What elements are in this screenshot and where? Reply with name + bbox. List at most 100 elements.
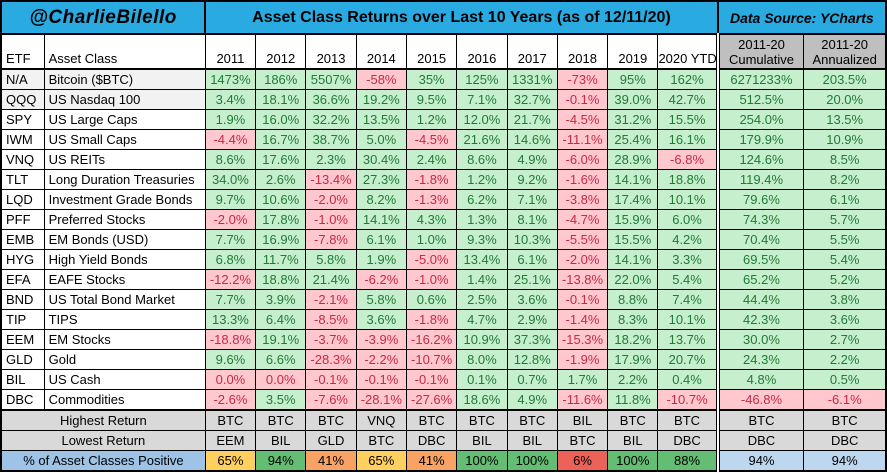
highest-return-cell: BTC bbox=[657, 409, 719, 431]
etf-cell: TIP bbox=[0, 309, 45, 330]
highest-row-label: Highest Return bbox=[0, 409, 206, 431]
return-cell: 25.1% bbox=[506, 269, 558, 290]
table-row: GLD Gold 9.6% 6.6% -28.3% -2.2% -10.7% 8.0% 12.8… bbox=[0, 349, 887, 370]
return-cell: -1.0% bbox=[405, 269, 458, 290]
highest-return-cell: BTC bbox=[715, 409, 805, 431]
asset-class-cell: Investment Grade Bonds bbox=[43, 189, 206, 210]
return-cell: 2.6% bbox=[255, 169, 307, 190]
return-cell: -10.7% bbox=[405, 349, 458, 370]
lowest-return-cell: BIL bbox=[607, 430, 659, 451]
table-row: LQD Investment Grade Bonds 9.7% 10.6% -2.0% 8… bbox=[0, 189, 887, 210]
highest-return-cell: BIL bbox=[556, 409, 609, 431]
summary-header-line: 2011-20 bbox=[738, 37, 785, 53]
return-cell: 37.3% bbox=[506, 329, 558, 350]
return-cell: 21.7% bbox=[506, 109, 558, 130]
summary-column-header: 2011-20 Annualized bbox=[803, 33, 887, 70]
etf-cell: VNQ bbox=[0, 149, 45, 170]
return-cell: -18.8% bbox=[204, 329, 257, 350]
return-cell: 162% bbox=[657, 68, 719, 90]
return-cell: 1.9% bbox=[204, 109, 257, 130]
return-cell: 5.8% bbox=[305, 249, 357, 270]
table-row: BND US Total Bond Market 7.7% 3.9% -2.1% 5.8%… bbox=[0, 289, 887, 310]
return-cell: -11.1% bbox=[556, 129, 609, 150]
return-cell: 6.8% bbox=[204, 249, 257, 270]
return-cell: -1.8% bbox=[405, 169, 458, 190]
etf-cell: EMB bbox=[0, 229, 45, 250]
table-row: EMB EM Bonds (USD) 7.7% 16.9% -7.8% 6.1% 1.0% 9… bbox=[0, 229, 887, 250]
return-cell: -16.2% bbox=[405, 329, 458, 350]
return-cell: -6.0% bbox=[556, 149, 609, 170]
etf-cell: GLD bbox=[0, 349, 45, 370]
asset-class-cell: Bitcoin ($BTC) bbox=[43, 68, 206, 90]
return-cell: 39.0% bbox=[607, 89, 659, 110]
return-cell: 7.7% bbox=[204, 289, 257, 310]
return-cell: 14.6% bbox=[506, 129, 558, 150]
return-cell: -1.0% bbox=[305, 209, 357, 230]
table-row: PFF Preferred Stocks -2.0% 17.8% -1.0% 14.1% 4… bbox=[0, 209, 887, 230]
positive-pct-cell: 88% bbox=[657, 450, 719, 472]
return-cell: 9.5% bbox=[405, 89, 458, 110]
highest-return-cell: BTC bbox=[204, 409, 257, 431]
lowest-return-cell: BIL bbox=[255, 430, 307, 451]
positive-pct-cell: 41% bbox=[305, 450, 357, 472]
return-cell: -1.3% bbox=[405, 189, 458, 210]
annualized-cell: 5.4% bbox=[803, 249, 887, 270]
return-cell: 16.1% bbox=[657, 129, 719, 150]
return-cell: -2.0% bbox=[204, 209, 257, 230]
lowest-return-cell: BTC bbox=[556, 430, 609, 451]
return-cell: 0.4% bbox=[657, 369, 719, 390]
return-cell: 1.2% bbox=[405, 109, 458, 130]
table-row: DBC Commodities -2.6% 3.5% -7.6% -28.1% -27.6%… bbox=[0, 389, 887, 411]
return-cell: 13.7% bbox=[657, 329, 719, 350]
asset-class-cell: Gold bbox=[43, 349, 206, 370]
return-cell: -1.9% bbox=[556, 349, 609, 370]
return-cell: -7.8% bbox=[305, 229, 357, 250]
return-cell: 42.7% bbox=[657, 89, 719, 110]
return-cell: 0.7% bbox=[506, 369, 558, 390]
return-cell: 8.2% bbox=[355, 189, 407, 210]
return-cell: 7.7% bbox=[204, 229, 257, 250]
table-row: TIP TIPS 13.3% 6.4% -8.5% 3.6% -1.8% 4.7% 2.9% -1… bbox=[0, 309, 887, 330]
etf-cell: EFA bbox=[0, 269, 45, 290]
lowest-return-cell: DBC bbox=[803, 430, 887, 451]
highest-return-cell: BTC bbox=[607, 409, 659, 431]
asset-class-cell: US Large Caps bbox=[43, 109, 206, 130]
table-row: HYG High Yield Bonds 6.8% 11.7% 5.8% 1.9% -5.0… bbox=[0, 249, 887, 270]
year-column-header: 2011 bbox=[204, 33, 257, 70]
table-row: N/A Bitcoin ($BTC) 1473% 186% 5507% -58% 35% 12… bbox=[0, 68, 887, 90]
return-cell: 10.3% bbox=[506, 229, 558, 250]
return-cell: 16.9% bbox=[255, 229, 307, 250]
annualized-cell: 2.7% bbox=[803, 329, 887, 350]
return-cell: -27.6% bbox=[405, 389, 458, 411]
table-row: VNQ US REITs 8.6% 17.6% 2.3% 30.4% 2.4% 8.6% 4.9… bbox=[0, 149, 887, 170]
return-cell: -1.8% bbox=[405, 309, 458, 330]
return-cell: 3.6% bbox=[506, 289, 558, 310]
title-band: @CharlieBilello Asset Class Returns over… bbox=[0, 0, 887, 35]
return-cell: -28.3% bbox=[305, 349, 357, 370]
return-cell: -0.1% bbox=[556, 289, 609, 310]
year-column-header: 2018 bbox=[556, 33, 609, 70]
return-cell: 6.1% bbox=[355, 229, 407, 250]
return-cell: 4.9% bbox=[506, 389, 558, 411]
return-cell: 17.8% bbox=[255, 209, 307, 230]
highest-return-cell: BTC bbox=[305, 409, 357, 431]
asset-class-cell: US Small Caps bbox=[43, 129, 206, 150]
return-cell: 10.6% bbox=[255, 189, 307, 210]
return-cell: -1.6% bbox=[556, 169, 609, 190]
lowest-return-cell: BIL bbox=[506, 430, 558, 451]
return-cell: 1.3% bbox=[456, 209, 508, 230]
annualized-cell: 5.2% bbox=[803, 269, 887, 290]
return-cell: 2.9% bbox=[506, 309, 558, 330]
return-cell: 0.1% bbox=[456, 369, 508, 390]
summary-column-header: 2011-20 Cumulative bbox=[715, 33, 805, 70]
year-column-header: 2012 bbox=[255, 33, 307, 70]
asset-class-cell: TIPS bbox=[43, 309, 206, 330]
lowest-row-label: Lowest Return bbox=[0, 430, 206, 451]
highest-return-cell: BTC bbox=[456, 409, 508, 431]
return-cell: 20.7% bbox=[657, 349, 719, 370]
table-body: N/A Bitcoin ($BTC) 1473% 186% 5507% -58% 35% 12… bbox=[0, 68, 887, 411]
return-cell: 5.8% bbox=[355, 289, 407, 310]
etf-cell: BND bbox=[0, 289, 45, 310]
highest-return-cell: BTC bbox=[255, 409, 307, 431]
